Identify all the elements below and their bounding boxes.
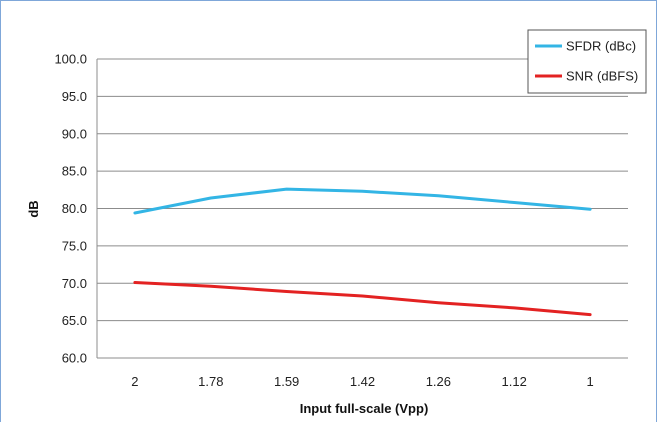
x-tick-label: 1: [586, 374, 593, 389]
series-line-snr: [133, 281, 592, 317]
x-axis-title: Input full-scale (Vpp): [300, 401, 429, 416]
y-tick-label: 100.0: [54, 52, 87, 67]
y-tick-label: 65.0: [62, 313, 87, 328]
legend-box: [527, 29, 647, 94]
y-tick-label: 85.0: [62, 164, 87, 179]
x-tick-label: 1.12: [502, 374, 527, 389]
y-tick-label: 70.0: [62, 276, 87, 291]
y-tick-label: 60.0: [62, 351, 87, 366]
legend: SFDR (dBc) SNR (dBFS): [527, 29, 647, 94]
legend-label: SNR (dBFS): [566, 69, 638, 84]
x-tick-label: 1.42: [350, 374, 375, 389]
x-tick-labels: 2 1.78 1.59 1.42 1.26 1.12 1: [131, 374, 593, 389]
y-tick-label: 80.0: [62, 201, 87, 216]
legend-label: SFDR (dBc): [566, 39, 636, 54]
y-tick-label: 90.0: [62, 126, 87, 141]
y-tick-labels: 60.0 65.0 70.0 75.0 80.0 85.0 90.0 95.0 100.0: [54, 52, 87, 366]
series-lines: [133, 187, 592, 317]
gridlines: [96, 58, 628, 359]
x-tick-label: 1.78: [198, 374, 223, 389]
x-tick-label: 1.26: [426, 374, 451, 389]
x-tick-label: 2: [131, 374, 138, 389]
y-tick-label: 95.0: [62, 89, 87, 104]
x-tick-label: 1.59: [274, 374, 299, 389]
series-line-sfdr: [133, 187, 592, 215]
y-axis-title: dB: [26, 200, 41, 217]
y-tick-label: 75.0: [62, 238, 87, 253]
